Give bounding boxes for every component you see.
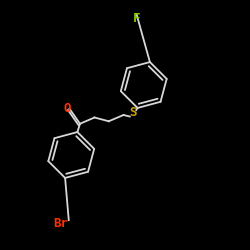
Text: Br: Br [54, 217, 69, 230]
Text: O: O [63, 102, 71, 115]
Text: S: S [130, 106, 137, 120]
Text: F: F [133, 12, 140, 25]
